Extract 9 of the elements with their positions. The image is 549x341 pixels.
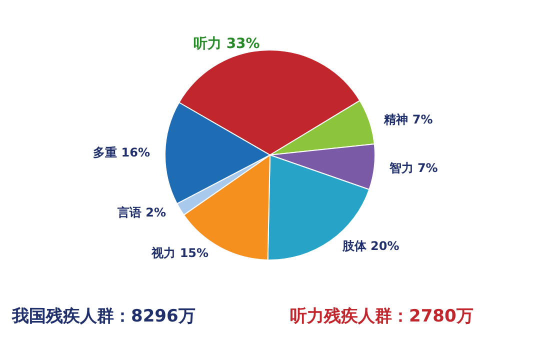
slice-label: 精神 7% bbox=[383, 112, 433, 127]
slice-label: 智力 7% bbox=[388, 160, 438, 175]
text: 我国残疾人群：8296万 bbox=[11, 306, 196, 326]
slice-label: 言语 2% bbox=[116, 206, 166, 220]
slice-label: 多重 16% bbox=[93, 146, 150, 160]
slice-label: 听力 33% bbox=[193, 35, 260, 52]
slice-label: 肢体 20% bbox=[341, 239, 400, 254]
slice-label: 视力 15% bbox=[150, 246, 209, 260]
text: 听力残疾人群：2780万 bbox=[290, 306, 474, 326]
